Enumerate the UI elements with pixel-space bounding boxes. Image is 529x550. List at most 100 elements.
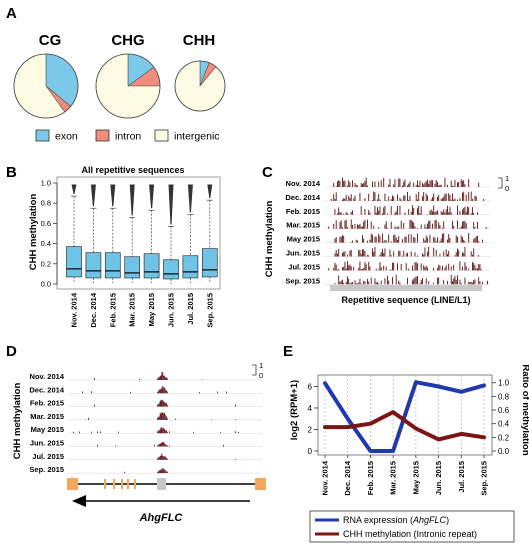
track-c-bar-1 [443,196,445,201]
track-c-bar-6 [380,267,382,271]
track-c-bar-0 [450,180,452,187]
track-c-bar-4 [375,236,377,243]
track-c-label-3: Mar. 2015 [286,221,320,230]
track-d-bar-0 [139,379,140,380]
track-c-bar-2 [390,206,392,215]
track-c-bar-2 [444,212,446,215]
track-d-peak-bar-2 [157,404,158,407]
track-c-bar-4 [425,235,427,243]
track-c-bar-2 [450,212,452,215]
track-d-bar-3 [235,419,236,420]
track-c-bar-3 [397,227,398,229]
track-c-bar-6 [462,266,463,271]
track-c-bar-2 [467,206,468,215]
track-c-bar-4 [352,240,353,243]
track-d-row-3 [68,411,262,421]
track-c-bar-4 [437,237,438,243]
track-c-bar-5 [405,253,407,257]
track-c-bar-4 [397,239,398,243]
track-c-bar-6 [344,261,346,271]
track-c-bar-7 [455,279,457,285]
boxplot-boxes [66,184,218,284]
track-c-bar-0 [378,181,380,187]
track-c-bar-5 [407,252,408,257]
track-c-bar-0 [457,182,458,187]
track-c-bar-4 [449,238,451,243]
boxplot-y-tick-label-3: 0.6 [41,219,51,228]
boxplot-outlier-cluster-2 [110,184,116,206]
track-c-bar-1 [372,200,373,201]
track-c-bar-4 [384,240,386,243]
track-c-bar-2 [443,209,445,215]
track-d-bar-4 [73,431,74,434]
track-c-bar-3 [473,221,475,229]
track-c-bar-5 [435,249,437,257]
track-c-bar-0 [413,182,415,187]
track-c-bar-0 [454,179,456,187]
track-c-bar-0 [339,180,341,187]
track-c-bar-3 [412,221,413,229]
boxplot-outlier-cluster-4 [149,184,155,208]
track-d-peak-bar-7 [160,470,162,474]
boxplot-outlier-cluster-5 [168,184,174,224]
track-c-bar-4 [475,236,477,243]
track-c-bar-5 [342,252,343,257]
track-c-bar-2 [427,214,428,215]
boxplot-y-tick-label-5: 1.0 [41,179,51,188]
track-d-peak-bar-6 [163,456,165,460]
line-chart-x-label-3: Mar. 2015 [389,461,398,495]
track-d-peak-bar-7 [166,471,167,474]
track-c-bar-6 [364,262,366,271]
track-c-bar-3 [438,222,440,229]
track-c-bar-4 [424,240,426,243]
track-c-bar-2 [457,205,458,215]
line-chart-x-label-5: Jun. 2015 [434,461,443,495]
track-d-bar-4 [235,431,236,434]
track-c-bar-4 [408,234,410,243]
track-c-bar-5 [470,251,472,257]
track-c-bar-7 [374,278,376,285]
track-d-peak-bar-6 [160,455,162,460]
track-c-bar-7 [392,277,393,285]
track-d-peak-bar-1 [162,385,164,394]
track-d-row-1 [68,385,262,394]
track-c-bar-5 [458,250,460,257]
track-d-bar-0 [202,379,203,380]
track-c-bar-6 [450,266,452,271]
boxplot-y-axis-label: CHH methylation [28,194,39,271]
track-c-bar-2 [463,208,465,215]
track-d-peak-bar-6 [159,455,161,460]
track-c-bar-5 [402,255,403,257]
track-c-bar-6 [478,264,480,271]
track-c-bar-3 [432,223,433,229]
boxplot-box-5 [163,259,179,280]
track-c-bar-3 [398,226,400,229]
track-c-bar-4 [357,240,358,243]
track-c-bar-4 [383,241,385,243]
track-d-peak-bar-5 [157,444,159,447]
track-c-bar-5 [337,253,338,257]
track-d-peak-bar-0 [159,375,161,380]
track-c-bar-6 [342,267,343,271]
track-c-bar-3 [345,219,347,229]
pie-chart-chh [174,60,226,112]
track-c-bar-2 [442,212,443,215]
track-d-scale: 1 0 [252,361,263,380]
track-c-bar-1 [353,198,355,201]
track-d-bar-4 [220,432,221,434]
track-c-bar-0 [425,181,427,187]
track-c-bar-5 [422,253,423,257]
track-c-bar-0 [333,182,335,187]
track-c-bar-4 [460,235,462,243]
track-c-bar-7 [419,283,421,285]
track-c-bar-3 [350,219,352,229]
track-c-bar-1 [438,194,440,201]
track-d-peak-bar-3 [160,413,162,420]
track-c-bar-0 [348,180,350,187]
track-d-peak-bar-7 [159,469,161,474]
track-d-peak-bar-2 [165,402,166,407]
track-d-row-0 [68,372,262,381]
track-c-bar-3 [384,224,386,229]
track-c-bar-7 [370,277,372,285]
track-c-bar-2 [429,210,431,215]
